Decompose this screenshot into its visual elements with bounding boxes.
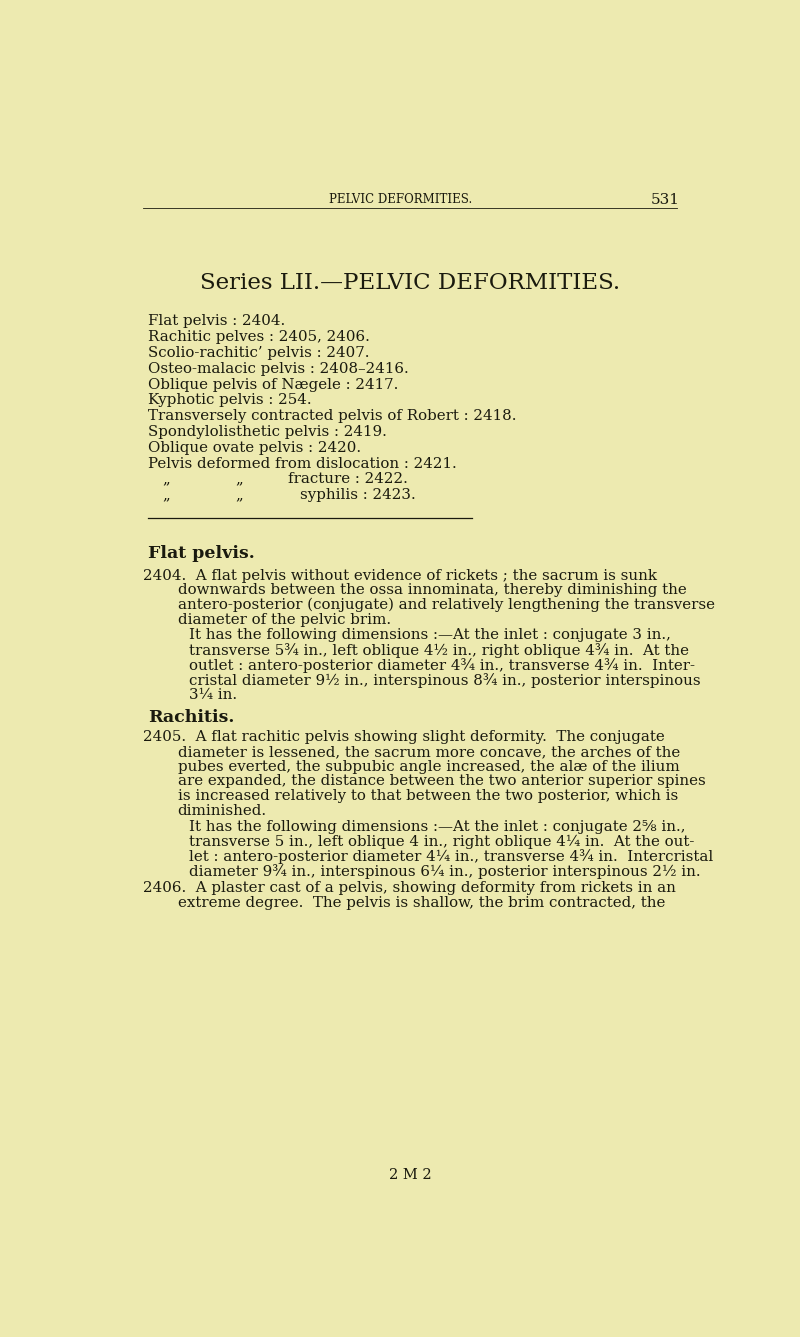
Text: Kyphotic pelvis : 254.: Kyphotic pelvis : 254. — [148, 393, 312, 408]
Text: Rachitis.: Rachitis. — [148, 709, 234, 726]
Text: It has the following dimensions :—At the inlet : conjugate 2⅝ in.,: It has the following dimensions :—At the… — [189, 820, 686, 833]
Text: transverse 5¾ in., left oblique 4½ in., right oblique 4¾ in.  At the: transverse 5¾ in., left oblique 4½ in., … — [189, 643, 689, 658]
Text: 531: 531 — [650, 193, 680, 207]
Text: fracture : 2422.: fracture : 2422. — [287, 472, 407, 487]
Text: Spondylolisthetic pelvis : 2419.: Spondylolisthetic pelvis : 2419. — [148, 425, 387, 439]
Text: Osteo-malacic pelvis : 2408–2416.: Osteo-malacic pelvis : 2408–2416. — [148, 362, 409, 376]
Text: „: „ — [236, 472, 243, 487]
Text: outlet : antero-posterior diameter 4¾ in., transverse 4¾ in.  Inter-: outlet : antero-posterior diameter 4¾ in… — [189, 658, 695, 673]
Text: Flat pelvis : 2404.: Flat pelvis : 2404. — [148, 314, 286, 329]
Text: „: „ — [162, 472, 170, 487]
Text: diameter 9¾ in., interspinous 6¼ in., posterior interspinous 2½ in.: diameter 9¾ in., interspinous 6¼ in., po… — [189, 864, 701, 878]
Text: It has the following dimensions :—At the inlet : conjugate 3 in.,: It has the following dimensions :—At the… — [189, 628, 671, 643]
Text: 2 M 2: 2 M 2 — [389, 1167, 431, 1182]
Text: Series LII.—PELVIC DEFORMITIES.: Series LII.—PELVIC DEFORMITIES. — [200, 273, 620, 294]
Text: Scolio-rachitic’ pelvis : 2407.: Scolio-rachitic’ pelvis : 2407. — [148, 346, 370, 360]
Text: cristal diameter 9½ in., interspinous 8¾ in., posterior interspinous: cristal diameter 9½ in., interspinous 8¾… — [189, 673, 701, 687]
Text: Oblique ovate pelvis : 2420.: Oblique ovate pelvis : 2420. — [148, 441, 361, 455]
Text: Transversely contracted pelvis of Robert : 2418.: Transversely contracted pelvis of Robert… — [148, 409, 517, 422]
Text: „: „ — [236, 488, 243, 503]
Text: extreme degree.  The pelvis is shallow, the brim contracted, the: extreme degree. The pelvis is shallow, t… — [178, 896, 665, 909]
Text: downwards between the ossa innominata, thereby diminishing the: downwards between the ossa innominata, t… — [178, 583, 686, 598]
Text: 3¼ in.: 3¼ in. — [189, 687, 238, 702]
Text: Flat pelvis.: Flat pelvis. — [148, 545, 254, 563]
Text: „: „ — [162, 488, 170, 503]
Text: diameter is lessened, the sacrum more concave, the arches of the: diameter is lessened, the sacrum more co… — [178, 745, 680, 759]
Text: diminished.: diminished. — [178, 804, 266, 818]
Text: diameter of the pelvic brim.: diameter of the pelvic brim. — [178, 612, 390, 627]
Text: is increased relatively to that between the two posterior, which is: is increased relatively to that between … — [178, 789, 678, 804]
Text: 2406.  A plaster cast of a pelvis, showing deformity from rickets in an: 2406. A plaster cast of a pelvis, showin… — [142, 881, 675, 894]
Text: let : antero-posterior diameter 4¼ in., transverse 4¾ in.  Intercristal: let : antero-posterior diameter 4¼ in., … — [189, 849, 714, 864]
Text: PELVIC DEFORMITIES.: PELVIC DEFORMITIES. — [329, 193, 472, 206]
Text: 2405.  A flat rachitic pelvis showing slight deformity.  The conjugate: 2405. A flat rachitic pelvis showing sli… — [142, 730, 664, 745]
Text: Oblique pelvis of Nægele : 2417.: Oblique pelvis of Nægele : 2417. — [148, 377, 398, 392]
Text: Rachitic pelves : 2405, 2406.: Rachitic pelves : 2405, 2406. — [148, 330, 370, 344]
Text: transverse 5 in., left oblique 4 in., right oblique 4¼ in.  At the out-: transverse 5 in., left oblique 4 in., ri… — [189, 834, 694, 849]
Text: are expanded, the distance between the two anterior superior spines: are expanded, the distance between the t… — [178, 774, 706, 789]
Text: syphilis : 2423.: syphilis : 2423. — [300, 488, 416, 503]
Text: pubes everted, the subpubic angle increased, the alæ of the ilium: pubes everted, the subpubic angle increa… — [178, 759, 679, 774]
Text: antero-posterior (conjugate) and relatively lengthening the transverse: antero-posterior (conjugate) and relativ… — [178, 598, 714, 612]
Text: 2404.  A flat pelvis without evidence of rickets ; the sacrum is sunk: 2404. A flat pelvis without evidence of … — [142, 568, 657, 583]
Text: Pelvis deformed from dislocation : 2421.: Pelvis deformed from dislocation : 2421. — [148, 456, 457, 471]
